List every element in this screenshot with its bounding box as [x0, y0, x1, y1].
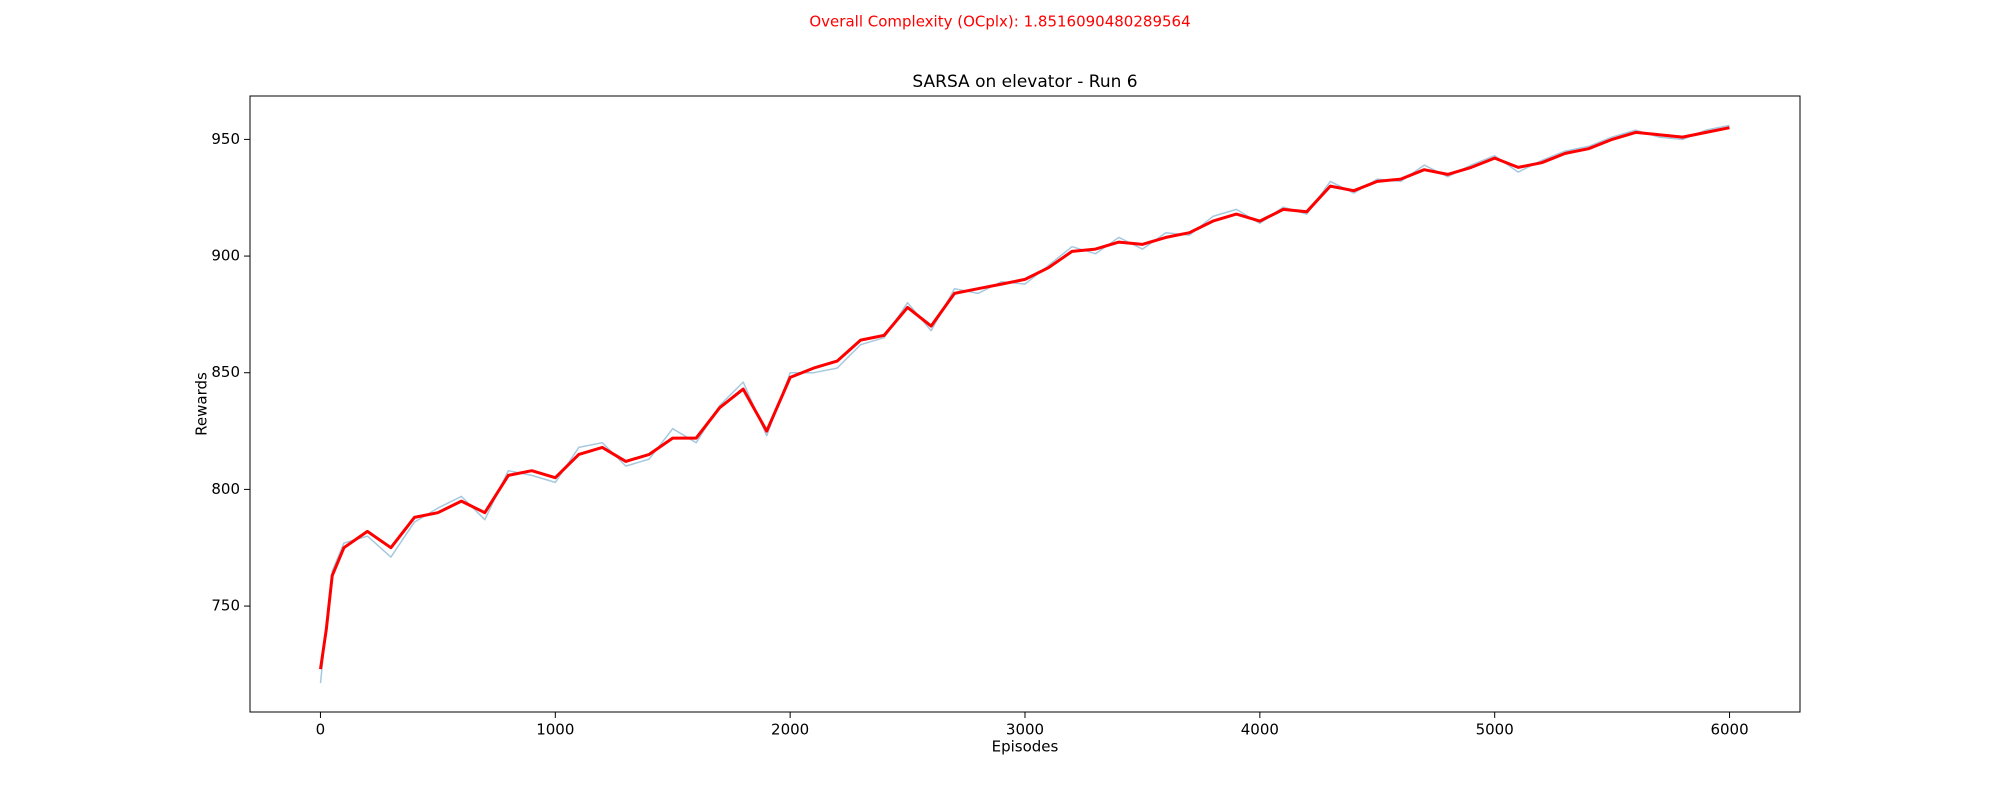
x-tick-label: 4000 — [1241, 721, 1279, 739]
y-tick-label: 950 — [211, 130, 240, 148]
x-axis-label: Episodes — [992, 738, 1059, 756]
y-tick-label: 850 — [211, 363, 240, 381]
plot-frame — [249, 95, 1801, 713]
y-tick-label: 750 — [211, 597, 240, 615]
line — [319, 126, 1730, 670]
x-tick-label: 3000 — [1006, 721, 1044, 739]
x-tick-label: 0 — [316, 721, 326, 739]
suptitle: Overall Complexity (OCplx): 1.8516090480… — [809, 13, 1190, 31]
x-tick-label: 2000 — [771, 721, 809, 739]
y-tick-label: 800 — [211, 480, 240, 498]
y-tick-label: 900 — [211, 247, 240, 265]
chart-title: SARSA on elevator - Run 6 — [912, 72, 1137, 92]
line — [319, 124, 1730, 684]
x-tick-label: 1000 — [536, 721, 574, 739]
y-axis-label: Rewards — [193, 372, 211, 436]
x-tick-label: 6000 — [1710, 721, 1748, 739]
x-tick-label: 5000 — [1476, 721, 1514, 739]
